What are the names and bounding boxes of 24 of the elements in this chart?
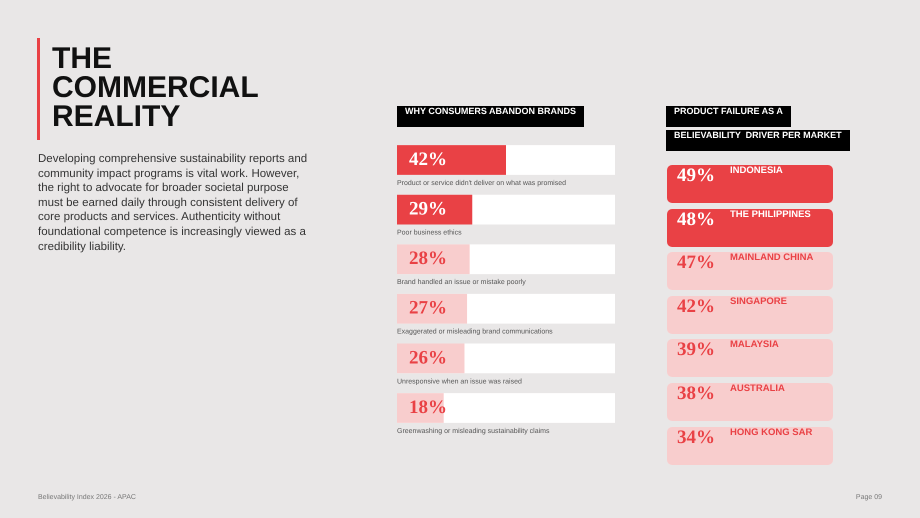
category-label: THE PHILIPPINES [730,208,811,220]
data-label: 39% [677,339,715,362]
text: Developing comprehensive sustainability reports and community impact programs is vital work. However, the right to advocate for broader societal purpose must be earned daily through consistent delivery of core products and services. Authenticity without foundational competence is increasingly viewed as a credibility liability. [38,152,308,254]
data-label: 42% [409,148,447,170]
category-label: INDONESIA [730,165,783,176]
text: THE COMMERCIAL REALITY [52,42,260,133]
data-label: 34% [677,426,715,449]
data-label: 47% [677,252,715,274]
chart-title: WHY CONSUMERS ABANDON BRANDS [397,106,584,127]
category-label: AUSTRALIA [730,383,785,394]
category-label: SINGAPORE [730,296,788,307]
data-label: 29% [409,198,447,220]
data-label: 26% [409,347,447,368]
data-label: 27% [409,298,447,319]
data-label: 48% [677,208,715,231]
data-label: 18% [409,396,447,418]
data-label: 49% [677,165,715,187]
data-label: 42% [677,296,715,318]
data-label: 38% [677,383,715,405]
chart-title: PRODUCT FAILURE AS A BELIEVABILITY DRIVER PER MARKET [674,106,842,140]
category-label: MALAYSIA [730,339,779,350]
category-label: HONG KONG SAR [730,426,812,438]
category-label: MAINLAND CHINA [730,252,814,264]
data-label: 28% [409,248,447,270]
